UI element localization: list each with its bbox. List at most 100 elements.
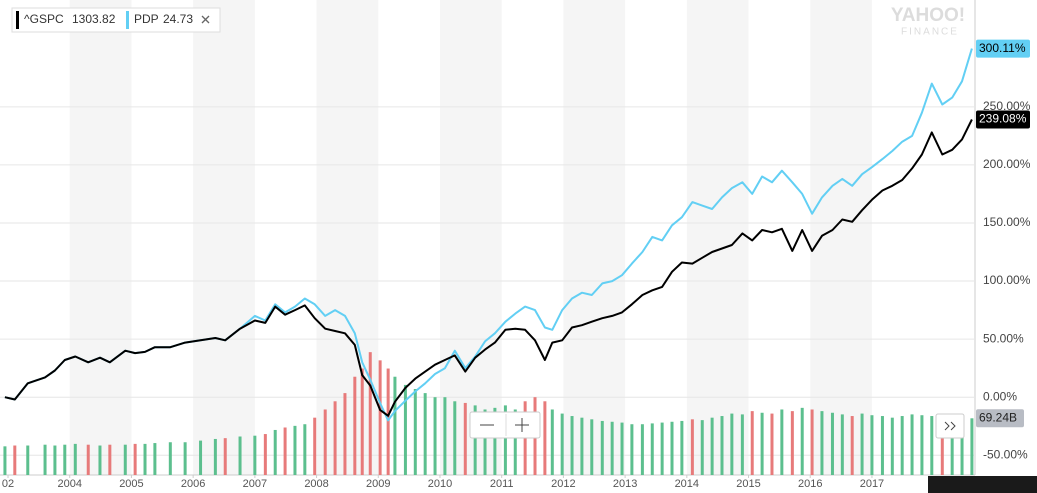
- volume-bar: [143, 443, 147, 475]
- end-label-box: [976, 39, 1030, 58]
- volume-bar: [183, 442, 187, 475]
- volume-bar: [273, 429, 277, 475]
- volume-bar: [483, 409, 487, 475]
- year-bands: [69, 0, 872, 475]
- year-band: [563, 0, 626, 475]
- volume-bar: [543, 401, 547, 475]
- volume-bar: [880, 416, 884, 475]
- volume-bar: [313, 417, 317, 475]
- x-tick-label: 2014: [675, 478, 699, 490]
- volume-bar: [343, 393, 347, 475]
- volume-bar: [730, 413, 734, 475]
- volume-bar: [600, 420, 604, 475]
- year-band: [439, 0, 502, 475]
- volume-bar: [810, 409, 814, 475]
- legend-swatch: [126, 11, 129, 29]
- x-tick-label: 2017: [860, 478, 884, 490]
- navigator[interactable]: [928, 476, 1037, 493]
- volume-bar: [910, 414, 914, 475]
- volume-bar: [353, 376, 357, 475]
- volume-bar: [690, 419, 694, 475]
- x-tick-label: 02: [2, 478, 14, 490]
- end-label: 300.11%: [979, 41, 1026, 55]
- volume-bar: [920, 415, 924, 475]
- labels: 02 2004 2005 2006 2007 2008 2009 2010 2011 2012 20…: [2, 39, 1031, 490]
- watermark-product: FINANCE: [901, 27, 959, 38]
- volume-bar: [473, 405, 477, 475]
- volume-bar: [403, 384, 407, 475]
- volume-bar: [940, 417, 944, 475]
- volume-bar: [263, 434, 267, 475]
- volume-bar: [3, 446, 7, 475]
- volume-bar: [970, 418, 974, 475]
- volume-bar: [386, 368, 390, 475]
- volume-bar: [453, 401, 457, 475]
- volume-bar: [750, 411, 754, 475]
- volume-bar: [463, 402, 467, 475]
- volume-bar: [800, 407, 804, 475]
- y-tick-label: 0.00%: [983, 389, 1017, 403]
- year-band: [810, 0, 872, 475]
- volume-bar: [770, 413, 774, 475]
- volume-bar: [503, 405, 507, 475]
- volume-bar: [720, 416, 724, 475]
- volume-bar: [620, 422, 624, 475]
- volume-bar: [13, 445, 17, 475]
- volume-bar: [283, 427, 287, 475]
- end-label-box: [976, 110, 1030, 129]
- volume-bar: [168, 442, 172, 475]
- volume-bar: [870, 415, 874, 475]
- volume-label-box: [976, 409, 1024, 428]
- legend-name[interactable]: ^GSPC: [24, 12, 64, 26]
- volume-bar: [213, 438, 217, 475]
- y-tick-label: 150.00%: [983, 215, 1031, 229]
- volume-bar: [590, 419, 594, 475]
- y-tick-label: -50.00%: [983, 447, 1028, 461]
- volume-bar: [423, 393, 427, 475]
- scroll-button[interactable]: [935, 413, 965, 439]
- volume-bar: [413, 389, 417, 475]
- x-tick-label: 2013: [613, 478, 637, 490]
- x-tick-label: 2011: [490, 478, 514, 490]
- y-tick-label: 50.00%: [983, 331, 1024, 345]
- lines: [4, 48, 973, 422]
- volume-bar: [560, 413, 564, 475]
- volume-bar: [199, 440, 203, 475]
- volume-bar: [860, 413, 864, 475]
- volume-bar: [900, 416, 904, 475]
- volume-bar: [513, 409, 517, 475]
- volume-bar: [378, 360, 382, 475]
- volume-bar: [790, 411, 794, 475]
- volume-bar: [570, 416, 574, 475]
- zoom-in[interactable]: [515, 418, 529, 432]
- scroll-icon: [944, 421, 956, 431]
- watermark-brand: YAHOO!: [891, 5, 965, 26]
- legend-name[interactable]: PDP: [134, 12, 159, 26]
- y-tick-label: 200.00%: [983, 157, 1031, 171]
- series-line: [4, 119, 973, 417]
- volume-bar: [760, 412, 764, 475]
- volume-bar: [333, 401, 337, 475]
- volume-bar: [830, 412, 834, 475]
- volume-bar: [950, 419, 954, 475]
- volume-bar: [640, 424, 644, 475]
- volume-bar: [780, 409, 784, 475]
- volume-bar: [433, 397, 437, 475]
- x-tick-label: 2005: [119, 478, 143, 490]
- end-label: 239.08%: [979, 112, 1027, 126]
- year-band: [69, 0, 132, 475]
- x-tick-label: 2004: [57, 478, 81, 490]
- volume-bar: [443, 397, 447, 475]
- year-band: [316, 0, 379, 475]
- volume-label: 69.24B: [979, 410, 1017, 424]
- volume-bar: [930, 416, 934, 475]
- volume-bar: [360, 368, 364, 475]
- volume-bar: [493, 407, 497, 475]
- legend-close[interactable]: [201, 15, 210, 24]
- volume-bar: [680, 420, 684, 475]
- volume-bar: [630, 424, 634, 475]
- volume-bar: [303, 424, 307, 475]
- x-tick-label: 2009: [366, 478, 390, 490]
- volume-bar: [850, 416, 854, 475]
- volume-bar: [368, 352, 372, 475]
